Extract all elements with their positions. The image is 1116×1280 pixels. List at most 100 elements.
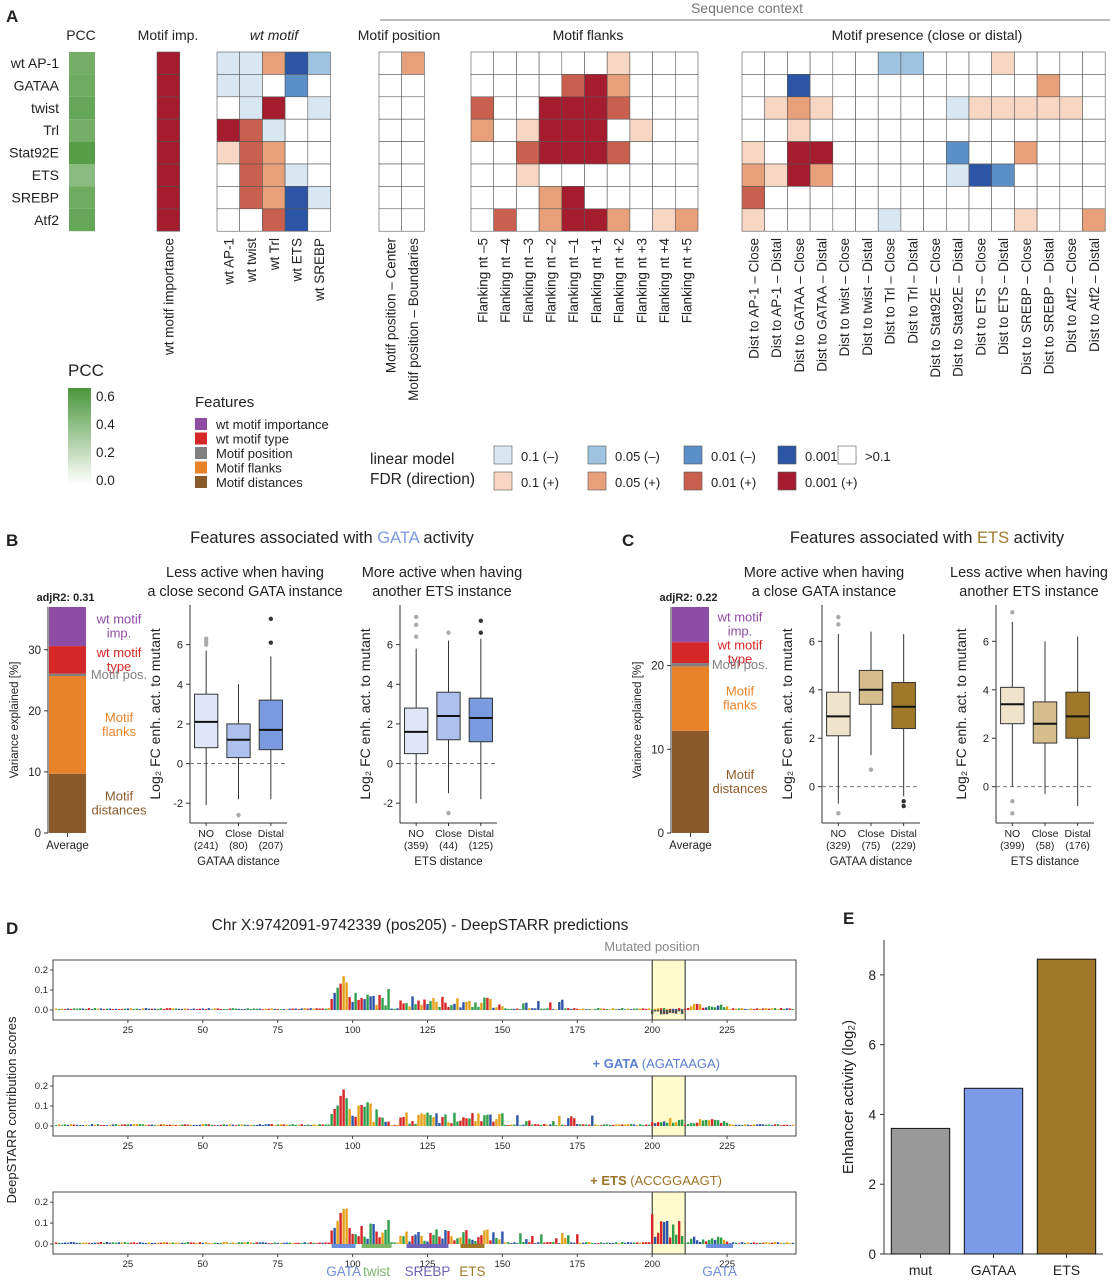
wt-cell bbox=[216, 96, 241, 120]
presence-col-label: Dist to Stat92E – Close bbox=[928, 238, 943, 378]
logo-column bbox=[695, 1240, 699, 1244]
logo-column bbox=[252, 1008, 255, 1010]
presence-cell bbox=[1014, 141, 1038, 165]
box-xlabel: ETS distance bbox=[414, 856, 482, 868]
box-ytick-label: 4 bbox=[809, 685, 815, 697]
logo-column bbox=[402, 1003, 405, 1010]
logo-column bbox=[330, 1230, 333, 1244]
e-ytick-label: 8 bbox=[868, 968, 876, 983]
presence-col-label: Dist to SREBP – Close bbox=[1019, 238, 1034, 375]
box-subtitle: a close GATA instance bbox=[752, 584, 897, 600]
wt-cell bbox=[239, 163, 263, 187]
imp-cell bbox=[156, 208, 181, 232]
logo-column bbox=[683, 1125, 687, 1126]
logo-column bbox=[393, 1242, 396, 1244]
imp-cell bbox=[156, 51, 181, 75]
pos-col-label: Motif position – Center bbox=[383, 238, 398, 374]
logo-neg-column bbox=[668, 1010, 672, 1013]
logo-column bbox=[54, 1008, 58, 1010]
logo-column bbox=[162, 1008, 166, 1010]
logo-column bbox=[228, 1124, 231, 1126]
presence-cell bbox=[945, 208, 970, 232]
logo-column bbox=[543, 1008, 546, 1010]
presence-cell bbox=[900, 186, 924, 210]
logo-column bbox=[117, 1124, 121, 1126]
logo-column bbox=[659, 1221, 663, 1244]
presence-cell bbox=[809, 186, 834, 210]
flank-cell bbox=[606, 208, 631, 232]
logo-column bbox=[252, 1243, 255, 1244]
logo-column bbox=[507, 1008, 510, 1010]
logo-column bbox=[90, 1009, 94, 1010]
stack-segment bbox=[672, 663, 709, 667]
logo-column bbox=[731, 1242, 735, 1244]
logo-column bbox=[755, 1008, 759, 1010]
logo-column bbox=[237, 1008, 240, 1010]
imp-cell bbox=[156, 186, 181, 210]
presence-cell bbox=[855, 74, 879, 98]
wt-cell bbox=[284, 51, 309, 75]
logo-neg-column bbox=[653, 1010, 657, 1012]
flank-cell bbox=[516, 96, 540, 120]
logo-column bbox=[594, 1008, 597, 1010]
fdr-swatch bbox=[777, 445, 797, 465]
presence-cell bbox=[968, 141, 993, 165]
logo-column bbox=[177, 1008, 181, 1010]
logo-column bbox=[210, 1124, 213, 1126]
logo-column bbox=[312, 1242, 315, 1244]
logo-column bbox=[767, 1008, 771, 1010]
logo-column bbox=[354, 1234, 357, 1244]
logo-column bbox=[294, 1008, 297, 1010]
logo-column bbox=[78, 1008, 82, 1010]
logo-column bbox=[513, 1008, 516, 1010]
logo-column bbox=[90, 1124, 94, 1126]
logo-column bbox=[785, 1124, 789, 1126]
flank-cell bbox=[538, 118, 563, 142]
presence-cell bbox=[809, 74, 834, 98]
presence-cell bbox=[809, 118, 834, 142]
logo-column bbox=[222, 1242, 225, 1244]
box-cat-label: Distal bbox=[1065, 828, 1091, 840]
logo-column bbox=[615, 1242, 618, 1244]
pos-cell bbox=[378, 74, 403, 98]
logo-column bbox=[534, 1243, 537, 1244]
wt-cell bbox=[262, 186, 286, 210]
fdr-title1: linear model bbox=[370, 451, 454, 468]
logo-column bbox=[740, 1124, 744, 1126]
pos-cell bbox=[378, 51, 403, 75]
logo-column bbox=[324, 1124, 327, 1126]
logo-column bbox=[734, 1124, 738, 1126]
bar-ytick-label: 20 bbox=[651, 661, 664, 673]
logo-column bbox=[402, 1236, 405, 1244]
logo-column bbox=[234, 1243, 237, 1244]
logo-column bbox=[321, 1124, 324, 1126]
wt-cell bbox=[216, 163, 241, 187]
logo-column bbox=[752, 1008, 756, 1010]
logo-column bbox=[129, 1242, 133, 1244]
logo-column bbox=[609, 1009, 612, 1010]
flank-cell bbox=[561, 141, 585, 165]
logo-column bbox=[168, 1008, 172, 1010]
logo-column bbox=[342, 1209, 345, 1244]
logo-column bbox=[504, 1242, 507, 1244]
box-ytick-label: 2 bbox=[809, 733, 815, 745]
logo-column bbox=[63, 1242, 67, 1244]
logo-neg-column bbox=[650, 1010, 654, 1015]
row-label: ETS bbox=[32, 167, 59, 183]
presence-cell bbox=[1059, 74, 1083, 98]
presence-cell bbox=[1014, 118, 1038, 142]
logo-column bbox=[159, 1008, 163, 1010]
logo-column bbox=[357, 1105, 360, 1126]
logo-column bbox=[309, 1125, 312, 1126]
logo-column bbox=[120, 1124, 124, 1126]
logo-column bbox=[573, 1242, 576, 1244]
box-n-label: (44) bbox=[439, 840, 458, 852]
logo-column bbox=[303, 1242, 306, 1244]
box-n-label: (75) bbox=[862, 840, 881, 852]
pos-cell bbox=[378, 208, 403, 232]
logo-column bbox=[441, 1117, 444, 1126]
logo-column bbox=[662, 1121, 666, 1126]
logo-column bbox=[597, 1124, 600, 1126]
logo-column bbox=[432, 1117, 435, 1126]
box-n-label: (241) bbox=[194, 840, 219, 852]
